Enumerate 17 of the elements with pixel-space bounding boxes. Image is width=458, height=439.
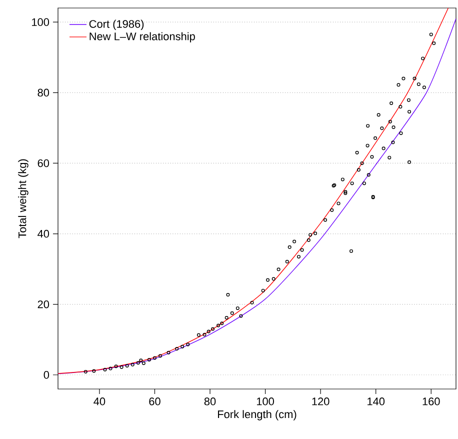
x-tick-label: 140 <box>368 398 385 406</box>
x-tick-label: 120 <box>312 398 330 406</box>
legend-label: Cort (1986) <box>89 20 144 30</box>
y-tick-label: 100 <box>32 18 50 26</box>
x-axis-title: Fork length (cm) <box>218 410 296 420</box>
y-tick-label: 80 <box>38 88 50 97</box>
y-tick-label: 60 <box>38 159 50 168</box>
x-tick-label: 80 <box>204 398 216 406</box>
y-tick-label: 0 <box>44 371 50 379</box>
legend-label: New L–W relationship <box>90 32 195 42</box>
x-tick-label: 40 <box>94 398 106 406</box>
y-axis-title: Total weight (kg) <box>18 159 28 238</box>
y-tick-label: 40 <box>38 230 50 238</box>
x-tick-label: 100 <box>256 398 274 406</box>
y-tick-label: 20 <box>38 300 50 308</box>
x-tick-label: 60 <box>149 398 160 406</box>
x-tick-label: 160 <box>422 398 440 406</box>
